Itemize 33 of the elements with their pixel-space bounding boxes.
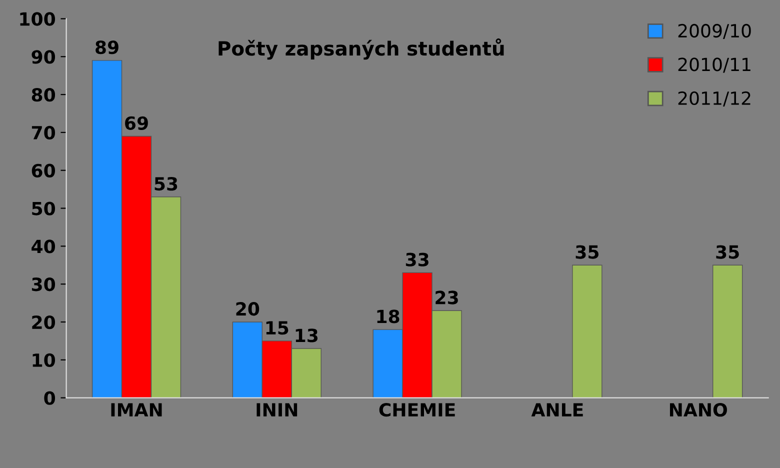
data-label: 33 bbox=[406, 252, 428, 266]
y-tick-label: 40 bbox=[32, 240, 56, 254]
data-label: 18 bbox=[377, 310, 400, 324]
y-tick-label: 70 bbox=[32, 126, 56, 140]
y-tick-label: 0 bbox=[44, 391, 56, 405]
y-tick-label: 100 bbox=[20, 12, 56, 26]
legend-label: 2010/11 bbox=[678, 58, 750, 73]
x-tick-label: NANO bbox=[670, 402, 727, 417]
bar bbox=[572, 264, 602, 398]
data-label: 23 bbox=[436, 290, 458, 304]
y-tick-label: 20 bbox=[32, 315, 56, 330]
data-label: 15 bbox=[266, 321, 288, 335]
data-label: 13 bbox=[296, 328, 318, 342]
x-tick-label: ININ bbox=[256, 403, 298, 416]
x-tick-label: IMAN bbox=[111, 403, 162, 416]
data-label: 35 bbox=[716, 245, 739, 259]
y-tick-label: 80 bbox=[32, 88, 56, 102]
data-label: 20 bbox=[236, 302, 260, 316]
y-tick-label: 90 bbox=[32, 50, 56, 64]
legend-label: 2009/10 bbox=[678, 24, 751, 39]
data-label: 69 bbox=[125, 116, 148, 130]
text: Počty zapsaných studentů bbox=[218, 38, 504, 60]
x-tick-label: ANLE bbox=[531, 403, 583, 416]
x-tick-label: CHEMIE bbox=[379, 402, 455, 417]
y-tick-label: 50 bbox=[32, 202, 56, 216]
data-label: 89 bbox=[96, 40, 118, 54]
legend-label: 2011/12 bbox=[678, 91, 750, 106]
data-label: 53 bbox=[154, 176, 178, 191]
y-tick-label: 30 bbox=[32, 278, 56, 292]
bar bbox=[712, 264, 743, 398]
y-tick-label: 10 bbox=[32, 353, 56, 368]
data-label: 35 bbox=[576, 245, 598, 259]
y-tick-label: 60 bbox=[32, 164, 56, 178]
